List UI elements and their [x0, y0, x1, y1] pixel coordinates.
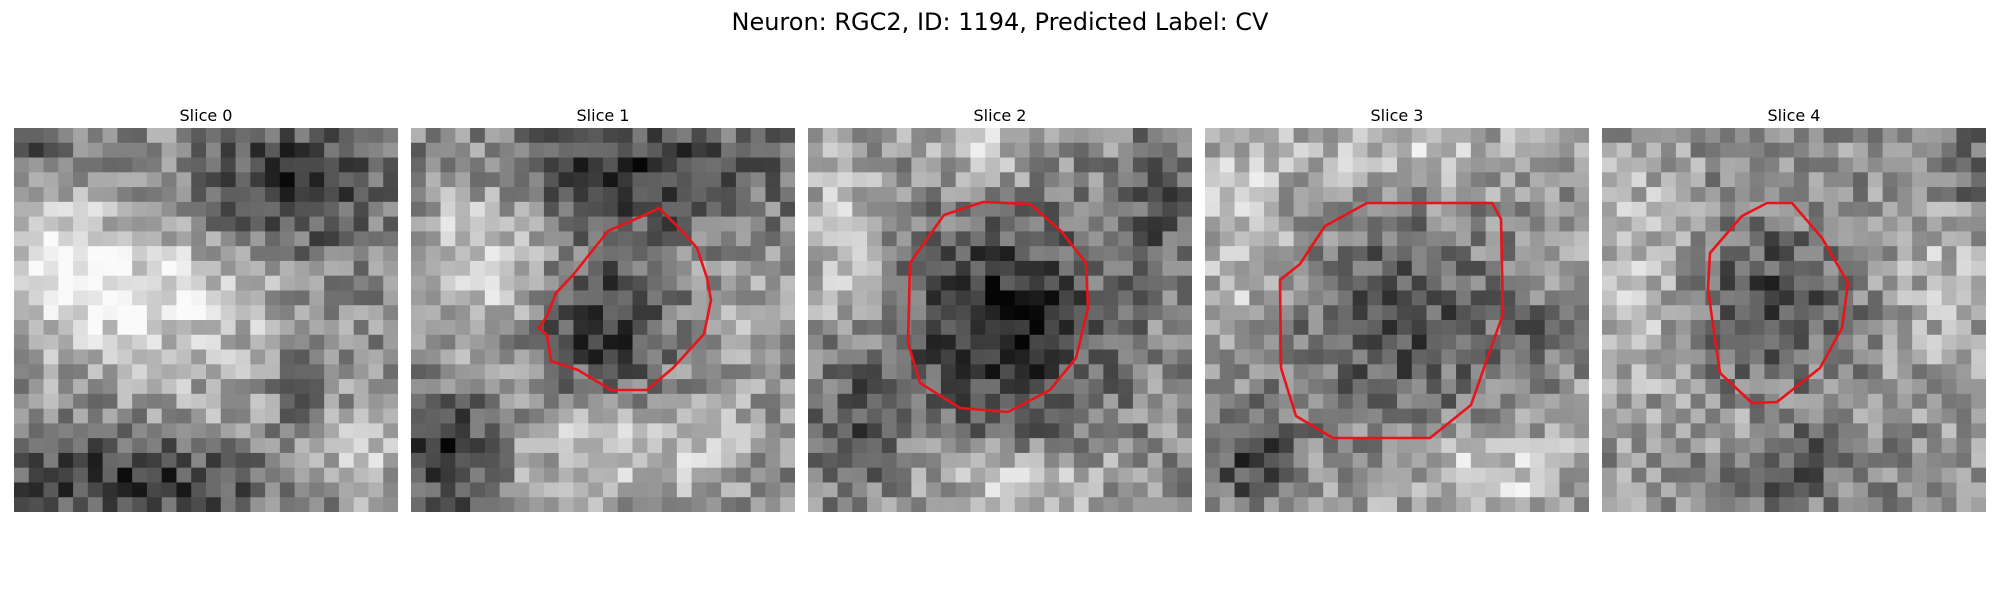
- slice-panel-0: Slice 0: [14, 106, 398, 512]
- slice-title-4: Slice 4: [1767, 106, 1821, 125]
- cell-contour: [1706, 201, 1850, 405]
- cell-contour: [537, 206, 713, 392]
- slice-panel-2: Slice 2: [808, 106, 1192, 512]
- slice-image-0: [14, 128, 398, 512]
- cell-contour: [1278, 201, 1505, 440]
- slice-title-2: Slice 2: [973, 106, 1027, 125]
- slice-title-0: Slice 0: [179, 106, 233, 125]
- slice-title-1: Slice 1: [576, 106, 630, 125]
- slice-image-3: [1205, 128, 1589, 512]
- slice-image-1: [411, 128, 795, 512]
- slice-panel-4: Slice 4: [1602, 106, 1986, 512]
- slice-image-2: [808, 128, 1192, 512]
- slice-panel-1: Slice 1: [411, 106, 795, 512]
- figure-title: Neuron: RGC2, ID: 1194, Predicted Label:…: [731, 8, 1269, 36]
- cell-contour: [906, 200, 1090, 414]
- slice-panel-3: Slice 3: [1205, 106, 1589, 512]
- slice-title-3: Slice 3: [1370, 106, 1424, 125]
- slice-image-4: [1602, 128, 1986, 512]
